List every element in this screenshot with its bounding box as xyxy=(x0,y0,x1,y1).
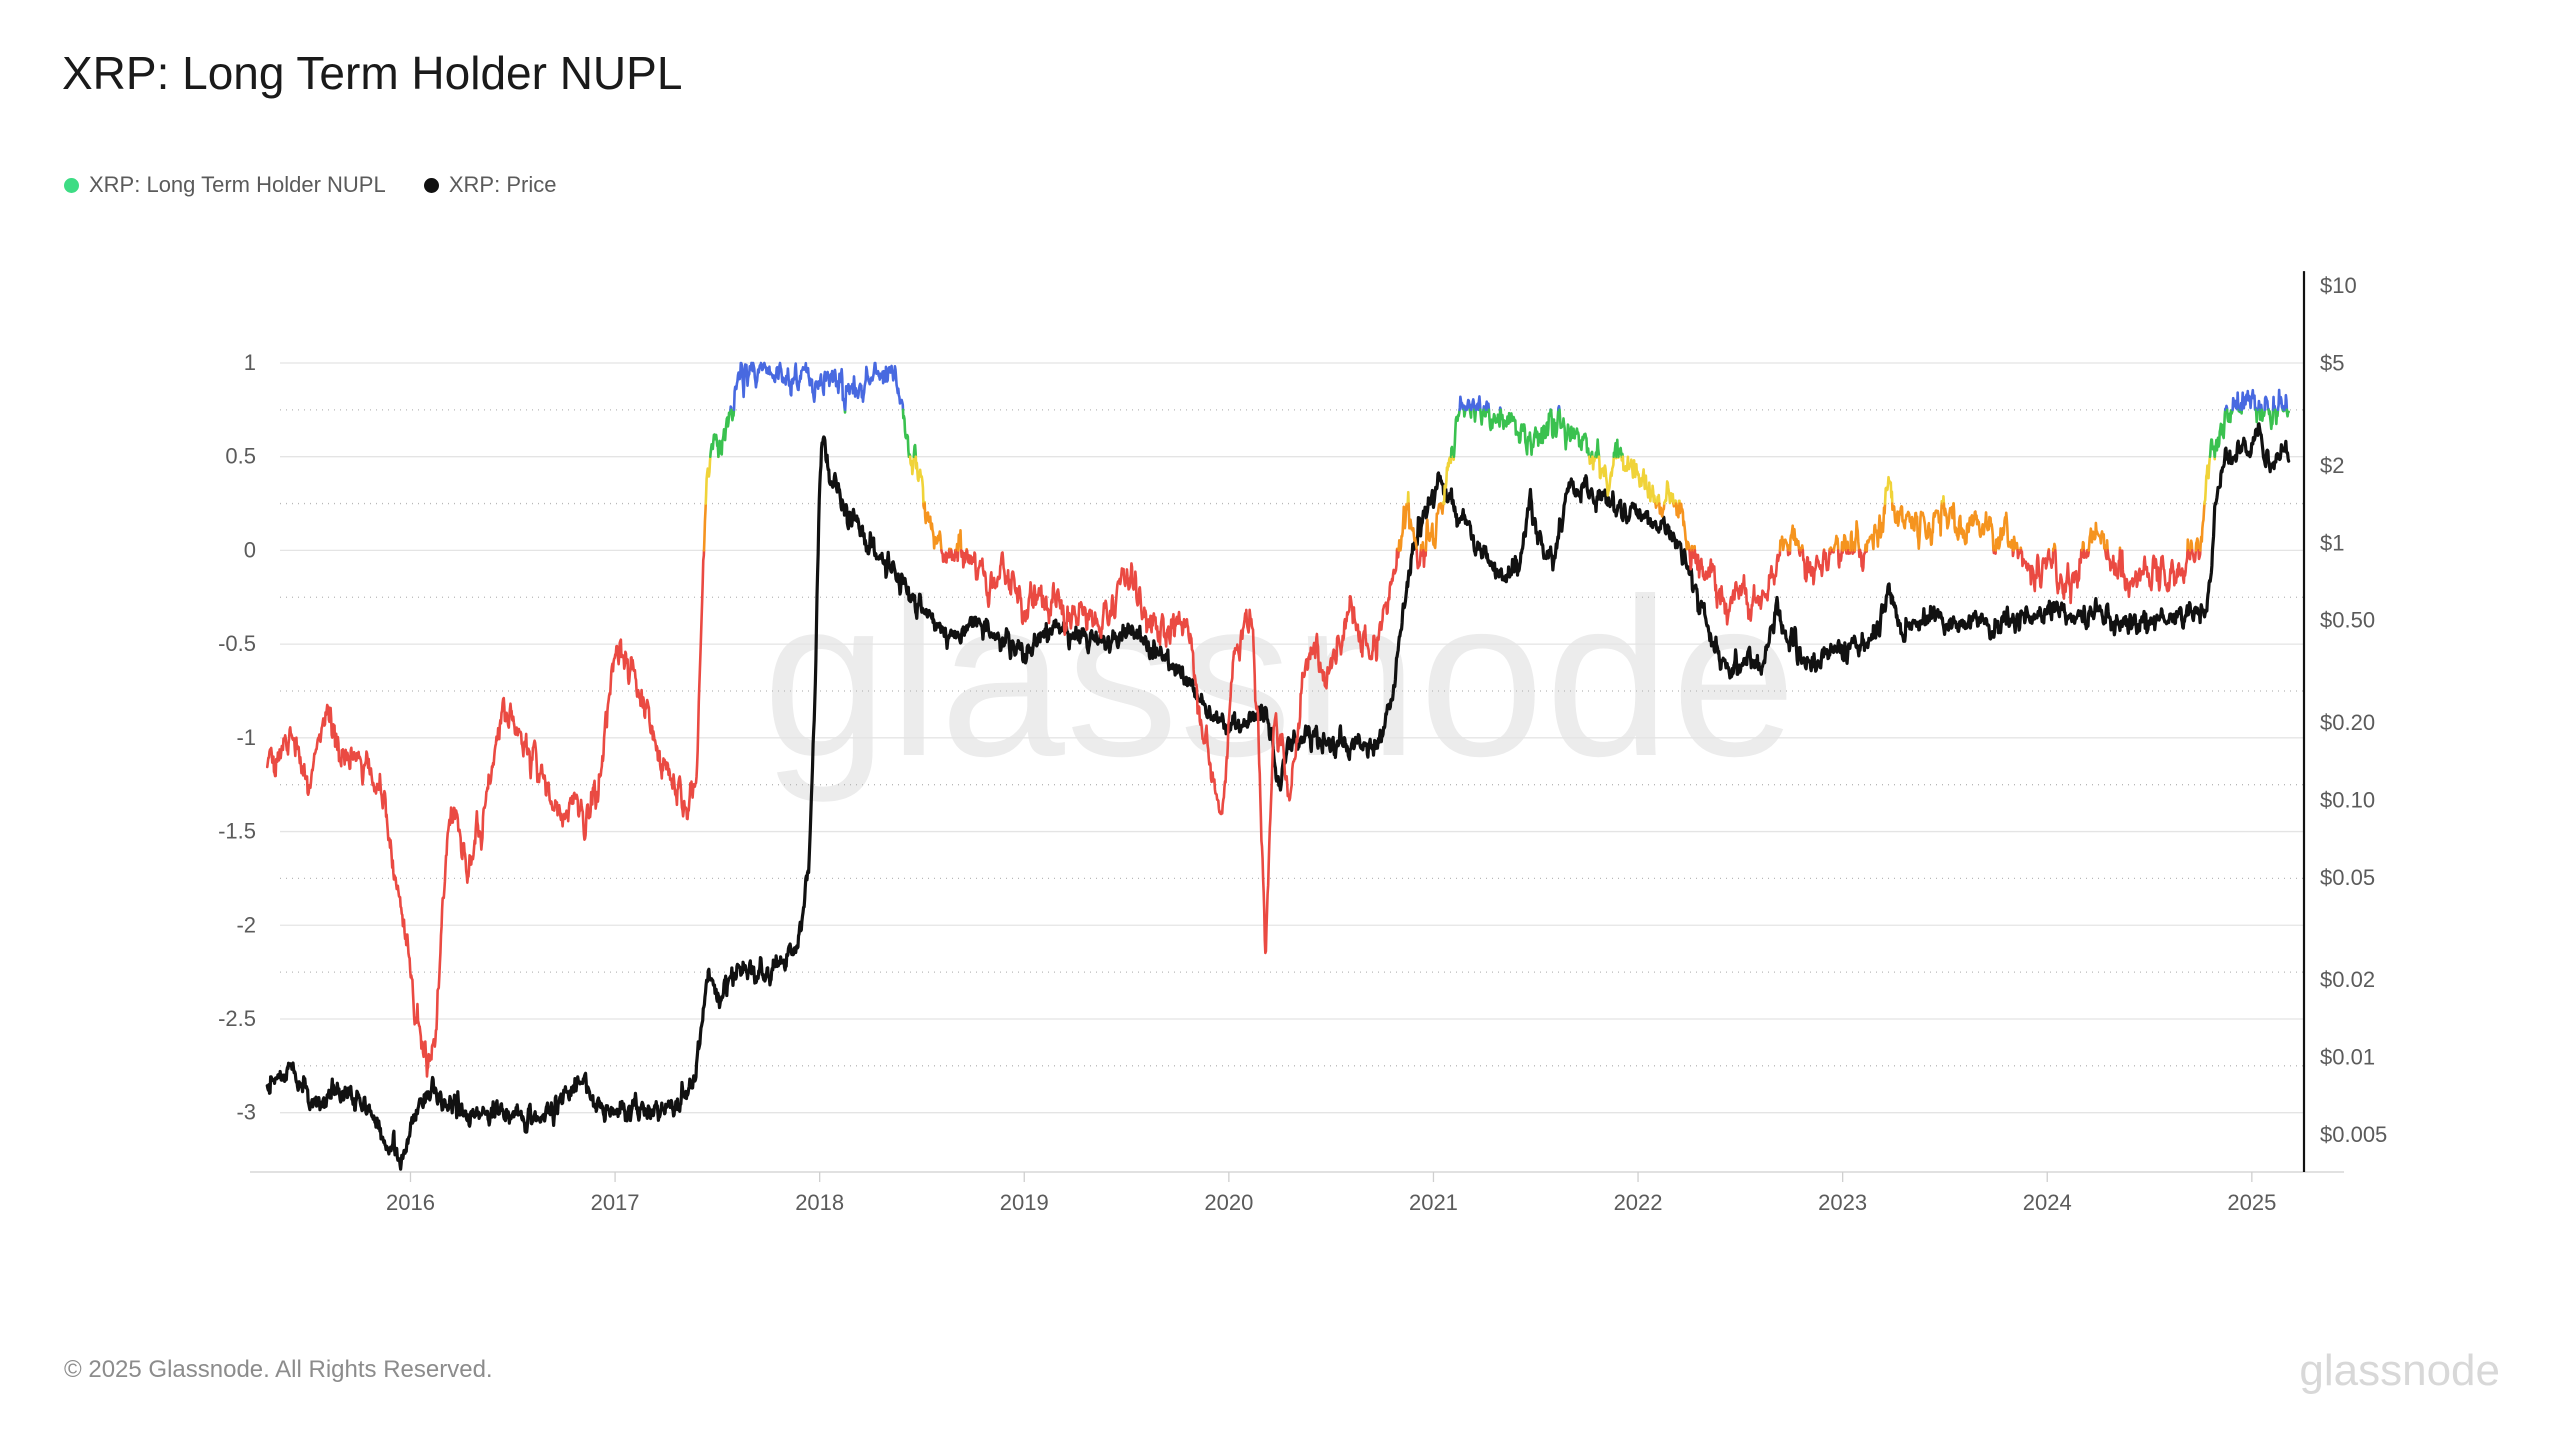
svg-text:$5: $5 xyxy=(2320,351,2344,376)
svg-text:-1: -1 xyxy=(236,725,256,750)
svg-text:$0.20: $0.20 xyxy=(2320,710,2375,735)
svg-text:-2: -2 xyxy=(236,912,256,937)
svg-text:2025: 2025 xyxy=(2227,1190,2276,1215)
svg-text:2023: 2023 xyxy=(1818,1190,1867,1215)
svg-text:2020: 2020 xyxy=(1204,1190,1253,1215)
svg-text:$2: $2 xyxy=(2320,453,2344,478)
svg-text:-2.5: -2.5 xyxy=(218,1006,256,1031)
svg-text:-1.5: -1.5 xyxy=(218,819,256,844)
svg-text:1: 1 xyxy=(244,350,256,375)
svg-text:$0.10: $0.10 xyxy=(2320,787,2375,812)
svg-text:-3: -3 xyxy=(236,1100,256,1125)
svg-text:2017: 2017 xyxy=(591,1190,640,1215)
svg-text:$0.005: $0.005 xyxy=(2320,1122,2387,1147)
svg-text:2019: 2019 xyxy=(1000,1190,1049,1215)
svg-text:2016: 2016 xyxy=(386,1190,435,1215)
svg-text:2021: 2021 xyxy=(1409,1190,1458,1215)
svg-text:$0.05: $0.05 xyxy=(2320,865,2375,890)
svg-text:$0.02: $0.02 xyxy=(2320,967,2375,992)
svg-text:2022: 2022 xyxy=(1614,1190,1663,1215)
svg-text:-0.5: -0.5 xyxy=(218,631,256,656)
svg-text:$10: $10 xyxy=(2320,273,2357,298)
svg-text:2024: 2024 xyxy=(2023,1190,2072,1215)
svg-text:$0.01: $0.01 xyxy=(2320,1045,2375,1070)
svg-text:0: 0 xyxy=(244,537,256,562)
svg-text:$1: $1 xyxy=(2320,530,2344,555)
svg-text:2018: 2018 xyxy=(795,1190,844,1215)
svg-text:0.5: 0.5 xyxy=(225,444,256,469)
svg-text:$0.50: $0.50 xyxy=(2320,608,2375,633)
